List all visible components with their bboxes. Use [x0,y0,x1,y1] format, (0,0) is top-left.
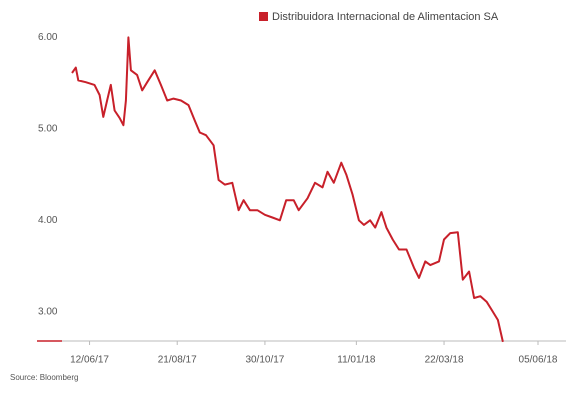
legend-swatch [259,12,268,21]
x-tick-label: 05/06/18 [519,355,558,366]
x-tick-label: 11/01/18 [337,355,376,366]
y-tick-label: 6.00 [38,32,58,43]
y-tick-label: 4.00 [38,215,58,226]
y-tick-label: 5.00 [38,123,58,134]
x-tick-label: 21/08/17 [158,355,197,366]
line-series [71,36,504,343]
x-tick-label: 30/10/17 [245,355,284,366]
x-tick-label: 22/03/18 [425,355,464,366]
y-tick-label: 3.00 [38,306,58,317]
source: Source: Bloomberg [10,373,78,382]
x-tick-label: 12/06/17 [70,355,109,366]
legend-label: Distribuidora Internacional de Alimentac… [272,11,499,23]
